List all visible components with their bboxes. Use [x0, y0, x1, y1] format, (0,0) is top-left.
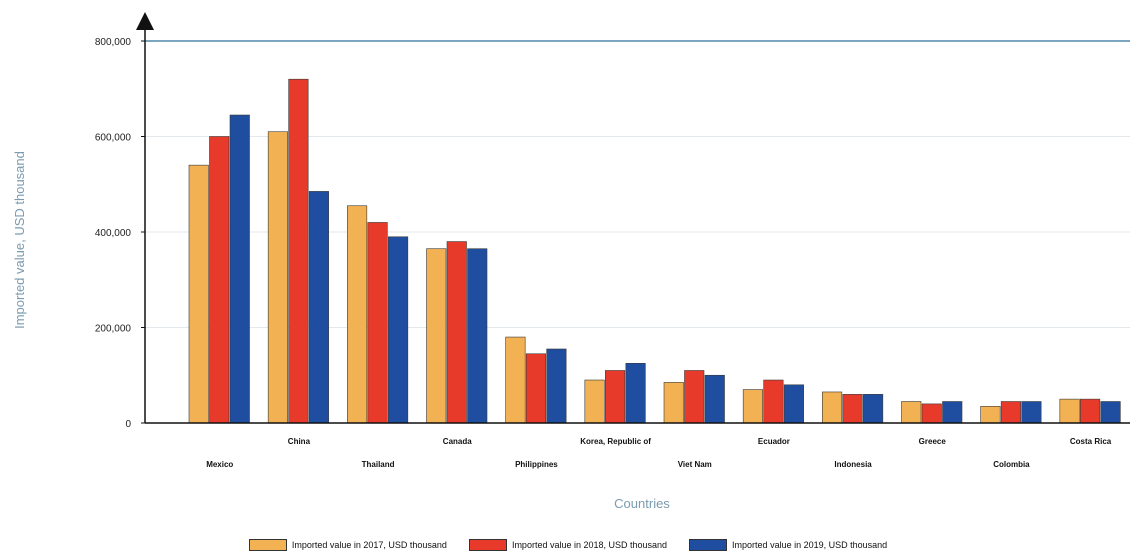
- y-axis: 0 200,000 400,000 600,000 800,000: [95, 12, 154, 430]
- bar: [347, 205, 368, 424]
- y-tick-label: 0: [125, 419, 131, 430]
- bar: [229, 114, 250, 424]
- x-tick-label: Thailand: [362, 460, 395, 469]
- bar: [546, 348, 567, 424]
- y-axis-arrow: [136, 12, 154, 30]
- legend-label: Imported value in 2017, USD thousand: [291, 540, 447, 550]
- bar-chart: 0 200,000 400,000 600,000 800,000 Mexico Chin…: [12, 12, 1130, 511]
- y-tick-label: 600,000: [95, 133, 132, 144]
- bar: [446, 241, 467, 424]
- legend-item: Imported value in 2019, USD thousand: [689, 539, 887, 551]
- bar: [1100, 401, 1121, 424]
- bar: [1021, 401, 1042, 424]
- x-axis-title: Countries: [614, 496, 670, 511]
- y-tick-label: 800,000: [95, 37, 132, 48]
- bar: [367, 222, 388, 424]
- x-tick-label: Ecuador: [758, 437, 790, 446]
- x-tick-label: Viet Nam: [678, 460, 712, 469]
- bar: [267, 131, 288, 424]
- legend: Imported value in 2017, USD thousand Impo…: [0, 538, 1136, 552]
- bar: [783, 384, 804, 424]
- legend-label: Imported value in 2018, USD thousand: [511, 540, 668, 550]
- bar: [209, 136, 230, 424]
- bar: [1080, 398, 1101, 424]
- bar: [1000, 401, 1021, 424]
- legend-swatch: [248, 539, 287, 551]
- y-tick-label: 200,000: [95, 324, 132, 335]
- legend-label: Imported value in 2019, USD thousand: [732, 540, 888, 550]
- x-tick-label: Greece: [919, 437, 947, 446]
- x-tick-label: China: [288, 437, 311, 446]
- bar: [663, 382, 684, 424]
- bars: [188, 78, 1121, 424]
- bar: [842, 394, 863, 424]
- legend-item: Imported value in 2018, USD thousand: [468, 539, 668, 551]
- legend-swatch: [689, 539, 728, 551]
- x-axis: Mexico China Thailand Canada Philippines Kore…: [145, 422, 1130, 469]
- bar: [388, 236, 409, 424]
- bar: [625, 363, 646, 424]
- bar: [426, 248, 447, 424]
- bar: [188, 164, 209, 424]
- bar: [822, 391, 843, 424]
- bar: [863, 394, 884, 424]
- legend-item: Imported value in 2017, USD thousand: [248, 539, 447, 551]
- x-tick-label: Philippines: [515, 460, 558, 469]
- bar: [742, 389, 763, 424]
- bar: [467, 248, 488, 424]
- x-tick-label: Colombia: [993, 460, 1030, 469]
- bar: [704, 374, 725, 424]
- y-tick-label: 400,000: [95, 228, 132, 239]
- legend-swatch: [468, 539, 507, 551]
- x-tick-label: Indonesia: [834, 460, 872, 469]
- bar: [980, 405, 1001, 424]
- x-tick-label: Canada: [443, 437, 472, 446]
- y-axis-title: Imported value, USD thousand: [12, 151, 27, 329]
- bar: [308, 191, 329, 424]
- bar: [605, 370, 626, 424]
- bar: [1059, 398, 1080, 424]
- bar: [505, 336, 526, 424]
- bar: [288, 78, 309, 424]
- x-tick-label: Mexico: [206, 460, 233, 469]
- bar: [921, 403, 942, 424]
- x-tick-label: Korea, Republic of: [580, 437, 651, 446]
- bar: [684, 370, 705, 424]
- x-tick-label: Costa Rica: [1070, 437, 1112, 446]
- bar: [584, 379, 605, 424]
- bar: [901, 401, 922, 424]
- bar: [525, 353, 546, 424]
- bar: [763, 379, 784, 424]
- bar: [942, 401, 963, 424]
